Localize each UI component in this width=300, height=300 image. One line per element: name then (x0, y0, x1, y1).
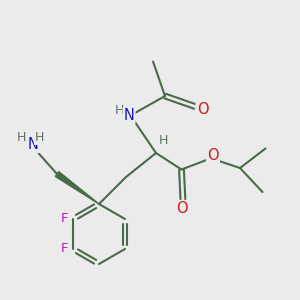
Text: H: H (35, 131, 44, 144)
Text: F: F (60, 242, 68, 256)
Text: O: O (207, 148, 219, 164)
Text: O: O (197, 102, 208, 117)
Text: H: H (114, 104, 124, 118)
Text: H: H (17, 131, 26, 144)
Text: N: N (124, 108, 134, 123)
Text: N: N (28, 137, 38, 152)
Text: H: H (159, 134, 168, 147)
Text: O: O (176, 201, 187, 216)
Polygon shape (55, 172, 99, 204)
Text: F: F (60, 212, 68, 226)
